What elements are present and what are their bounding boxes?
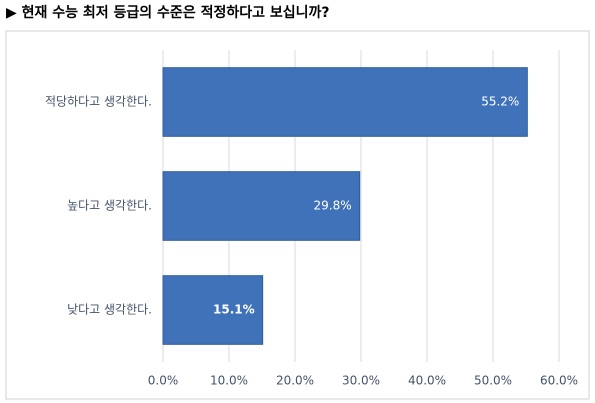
chart-title: ▶ 현재 수능 최저 등급의 수준은 적정하다고 보십니까? [6, 4, 330, 21]
x-tick-label: 50.0% [474, 374, 512, 388]
value-label: 15.1% [213, 303, 255, 317]
x-tick-label: 60.0% [540, 374, 578, 388]
x-tick-label: 40.0% [408, 374, 446, 388]
x-tick-label: 10.0% [210, 374, 248, 388]
bar [162, 67, 528, 137]
y-tick-label: 적당하다고 생각한다. [45, 95, 152, 109]
value-label: 29.8% [314, 199, 352, 213]
x-tick-label: 20.0% [276, 374, 314, 388]
y-tick-label: 낮다고 생각한다. [67, 303, 152, 317]
y-tick-label: 높다고 생각한다. [67, 199, 152, 213]
x-tick-label: 30.0% [342, 374, 380, 388]
value-label: 55.2% [481, 95, 519, 109]
x-tick-label: 0.0% [148, 374, 179, 388]
bar [162, 171, 361, 241]
bar [162, 275, 264, 345]
